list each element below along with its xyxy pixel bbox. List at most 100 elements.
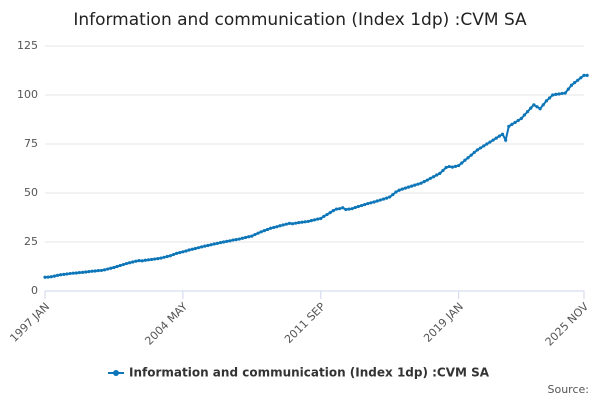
- point: [59, 273, 63, 277]
- point: [551, 93, 555, 97]
- point: [102, 268, 107, 272]
- point: [441, 168, 445, 173]
- point: [178, 250, 182, 255]
- point: [121, 262, 125, 267]
- point: [497, 134, 501, 138]
- point: [118, 263, 122, 268]
- point: [366, 201, 370, 206]
- point: [134, 259, 138, 263]
- point: [137, 259, 141, 263]
- point: [181, 250, 185, 254]
- point: [184, 249, 188, 253]
- point: [532, 103, 536, 107]
- point: [52, 274, 57, 278]
- point: [431, 175, 436, 179]
- point: [469, 153, 473, 157]
- point: [234, 238, 238, 242]
- point: [485, 142, 489, 146]
- point: [303, 220, 307, 224]
- point: [535, 105, 539, 109]
- point: [510, 122, 514, 126]
- point: [504, 138, 508, 142]
- point: [560, 91, 564, 96]
- point: [557, 92, 561, 96]
- point: [262, 229, 266, 233]
- point: [243, 235, 248, 240]
- point: [74, 271, 78, 275]
- point: [306, 219, 310, 224]
- y-tick-label: 50: [24, 186, 38, 199]
- point: [554, 92, 558, 97]
- point: [572, 81, 577, 85]
- point: [522, 113, 527, 117]
- point: [538, 107, 542, 111]
- point: [196, 246, 201, 250]
- y-tick-label: 25: [24, 235, 38, 248]
- point: [544, 99, 548, 103]
- point: [43, 275, 47, 279]
- point: [428, 176, 433, 180]
- y-tick-label: 0: [31, 284, 38, 297]
- point: [300, 220, 304, 224]
- point: [350, 207, 354, 211]
- point: [193, 246, 198, 251]
- point: [65, 272, 69, 276]
- source: Source:: [548, 383, 590, 396]
- point: [265, 227, 270, 232]
- point: [269, 226, 273, 230]
- point: [153, 257, 157, 261]
- point: [413, 183, 417, 187]
- point: [218, 240, 223, 245]
- legend-label: Information and communication (Index 1dp…: [129, 366, 490, 380]
- point: [460, 161, 464, 165]
- point: [375, 199, 379, 203]
- point: [435, 173, 439, 177]
- point: [347, 207, 351, 211]
- point: [71, 271, 75, 275]
- point: [328, 211, 332, 215]
- point: [81, 270, 85, 274]
- point: [77, 270, 82, 275]
- x-tick-label: 1997 JAN: [7, 300, 52, 345]
- point: [569, 83, 574, 87]
- point: [579, 76, 583, 80]
- point: [62, 272, 66, 276]
- point: [231, 238, 235, 242]
- point: [203, 244, 207, 248]
- point: [500, 132, 505, 136]
- point: [391, 192, 395, 197]
- x-tick-label: 2011 SEP: [282, 300, 328, 346]
- point: [388, 195, 392, 199]
- point: [68, 271, 72, 276]
- point: [109, 266, 113, 270]
- point: [507, 124, 511, 128]
- point: [450, 165, 454, 169]
- point: [143, 258, 147, 262]
- point: [457, 163, 461, 168]
- point: [453, 164, 458, 168]
- point: [472, 150, 476, 155]
- point: [576, 78, 580, 82]
- point: [438, 171, 442, 175]
- point: [250, 234, 254, 238]
- point: [369, 201, 373, 205]
- point: [149, 257, 154, 262]
- point: [425, 178, 429, 182]
- point: [256, 231, 260, 235]
- point: [146, 258, 151, 262]
- point: [353, 205, 357, 210]
- point: [112, 265, 116, 270]
- point: [582, 73, 586, 77]
- point: [378, 198, 382, 202]
- point: [444, 165, 448, 170]
- series-line: [44, 74, 588, 279]
- point: [513, 120, 517, 125]
- point: [212, 242, 216, 246]
- point: [96, 269, 100, 273]
- point: [159, 256, 163, 260]
- point: [563, 91, 567, 95]
- point: [281, 223, 285, 227]
- point: [394, 190, 398, 194]
- point: [475, 148, 480, 152]
